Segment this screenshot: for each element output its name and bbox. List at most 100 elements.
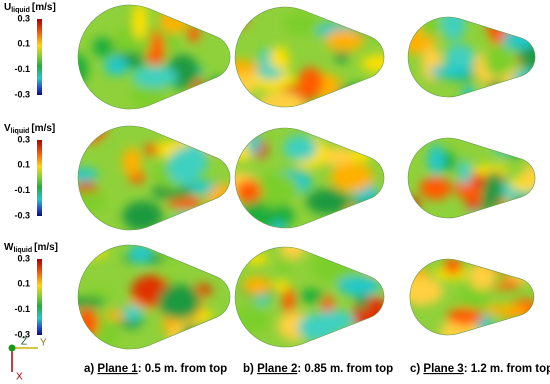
contour-blob [408,196,420,214]
contour-blob [82,289,113,300]
x-label: X [16,372,23,383]
y-label: Y [40,338,47,349]
colorbar-symbol: U [4,2,11,13]
colorbar-tick-label: 0.3 [17,134,30,144]
contour-plot [235,246,385,347]
contour-blob [257,91,306,108]
contour-outline [234,246,385,348]
contour-outline [77,125,231,231]
contour-plot [78,4,231,110]
contour-outline [407,137,536,219]
contour-blob [157,284,201,320]
contour-blob [122,304,144,322]
caption-suffix: : 1.2 m. from top [464,363,550,375]
contour-blob [170,212,203,230]
contour-blob [427,144,445,176]
contour-blob [130,80,166,109]
contour-blob [298,288,325,304]
contour-blob [306,188,350,215]
caption: c) Plane 3: 1.2 m. from top [410,363,550,375]
contour-blob [516,16,534,28]
contour-blob [484,42,513,78]
contour-outline [77,244,231,350]
contour-blob [419,177,452,200]
contour-blob [361,54,385,73]
z-label: Z [21,337,27,348]
caption-prefix: a) [84,363,97,375]
colorbar [37,140,42,216]
contour-field [409,259,534,335]
contour-blob [177,126,223,149]
contour-blob [78,92,90,109]
contour-blob [354,20,385,34]
contour-blob [241,253,269,265]
contour-blob [334,50,348,64]
contour-plot [235,128,385,228]
contour-blob [353,13,384,24]
contour-blob [254,294,271,306]
colorbar-title: Vliquid [m/s] [4,123,55,135]
colorbar-title: Wliquid [m/s] [4,242,58,254]
colorbar [37,19,42,95]
contour-blob [78,190,106,213]
contour-plot [78,126,231,230]
contour-blob [330,162,374,192]
contour-field [235,246,385,343]
colorbar-tick-label: 0.3 [17,253,30,263]
contour-blob [210,76,227,102]
colorbar-subscript: liquid [11,128,30,135]
contour-blob [319,147,357,166]
contour-blob [507,196,536,218]
contour-blob [181,141,208,177]
contour-blob [473,164,508,177]
contour-blob [187,25,200,43]
contour-blob [486,80,506,97]
contour-outline [234,127,385,229]
contour-blob [447,307,483,326]
contour-blob [235,249,248,261]
contour-blob [512,68,536,95]
contour-blob [457,159,472,186]
contour-blob [494,259,534,278]
colorbar-tick-label: 0.1 [17,160,30,170]
contour-plot [409,259,534,335]
contour-blob [78,126,107,144]
contour-blob [92,37,115,58]
contour-blob [355,291,369,311]
colorbar-tick-label: 0.3 [17,13,30,23]
contour-plot [78,245,231,349]
contour-blob [521,163,536,189]
contour-blob [196,79,231,110]
contour-blob [443,259,462,275]
colorbar-tick-label: -0.1 [14,304,30,314]
colorbar-symbol: V [4,123,11,134]
colorbar-title: Uliquid [m/s] [4,2,56,14]
colorbar-unit: [m/s] [32,2,56,13]
contour-blob [481,85,522,98]
colorbar-unit: [m/s] [34,242,58,253]
contour-blob [325,29,364,52]
contour-blob [215,219,230,230]
contour-blob [235,304,270,334]
contour-outline [234,6,385,108]
contour-blob [298,67,323,99]
contour-blob [483,330,503,335]
contour-outline [77,4,231,110]
caption-prefix: b) [243,363,257,375]
caption-plane: Plane 1 [97,363,138,375]
colorbar-tick-label: 0.1 [17,279,30,289]
colorbar-tick-label: -0.1 [14,185,30,195]
contour-blob [180,323,201,349]
contour-blob [132,4,148,40]
contour-blob [458,284,492,313]
contour-blob [364,248,385,277]
contour-blob [235,14,248,28]
contour-blob [283,11,320,36]
caption-suffix: : 0.85 m. from top [297,363,393,375]
colorbar-subscript: liquid [13,247,32,254]
contour-blob [469,262,496,290]
contour-blob [122,200,163,230]
contour-blob [343,246,372,266]
contour-plot [235,6,385,108]
contour-blob [129,245,153,264]
